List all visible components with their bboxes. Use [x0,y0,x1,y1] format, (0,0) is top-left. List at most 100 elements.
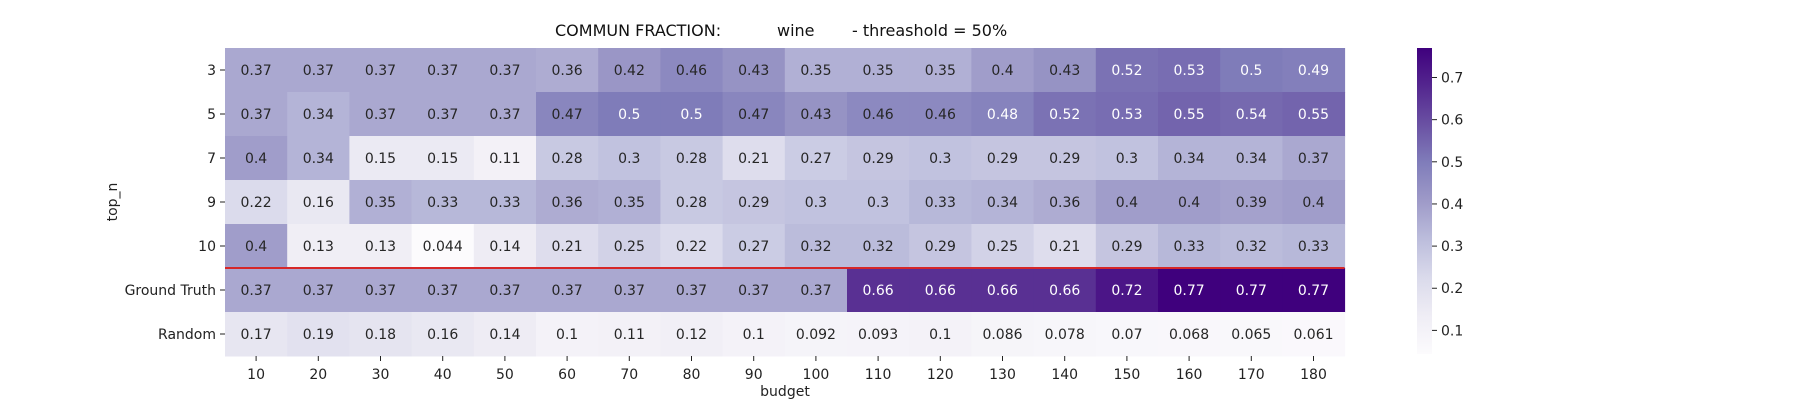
heatmap-cell [349,312,413,357]
heatmap-cell [660,268,724,313]
y-axis-ticks: 3 5 7 9 10 Ground Truth Random [125,63,225,343]
heatmap-cell [660,180,724,225]
heatmap-cell [287,224,350,269]
heatmap-cell-value: 0.34 [987,195,1018,211]
heatmap-cell-value: 0.37 [241,107,272,123]
heatmap-cell [598,312,661,357]
heatmap-cell-value: 0.46 [925,107,956,123]
heatmap-cell [536,180,599,225]
heatmap-cell [971,48,1035,93]
heatmap-cell [536,224,599,269]
heatmap-cell [1095,92,1159,137]
heatmap-cell-value: 0.72 [1111,283,1142,299]
heatmap-cell-value: 0.37 [303,283,334,299]
heatmap-cell-value: 0.66 [1049,283,1080,299]
heatmap-cell [722,92,786,137]
heatmap-cell-value: 0.37 [800,283,831,299]
x-tick-label: 170 [1238,367,1265,383]
heatmap-cell-value: 0.5 [1240,63,1262,79]
heatmap-cell [225,224,288,269]
heatmap-cell-value: 0.093 [858,327,898,343]
heatmap-cell-value: 0.37 [489,63,520,79]
heatmap-cell-value: 0.35 [365,195,396,211]
heatmap-cell-value: 0.49 [1298,63,1329,79]
heatmap-cell [1282,268,1346,313]
heatmap-cell-value: 0.3 [805,195,827,211]
heatmap-cell-value: 0.37 [552,283,583,299]
heatmap-cell-value: 0.53 [1111,107,1142,123]
heatmap-cell-value: 0.66 [987,283,1018,299]
heatmap-cell [225,268,288,313]
heatmap-cell [971,136,1035,181]
heatmap-cell-value: 0.12 [676,327,707,343]
x-tick-label: 100 [803,367,830,383]
heatmap-cell-labels: 0.37 0.37 0.37 0.37 0.37 0.36 0.42 0.46 0.43 0.35… [241,63,1334,343]
x-tick-label: 150 [1114,367,1141,383]
heatmap-cell-value: 0.4 [245,239,267,255]
heatmap-cell-value: 0.29 [987,151,1018,167]
heatmap-cell [1220,48,1283,93]
heatmap-cell [660,224,724,269]
x-tick-label: 40 [434,367,452,383]
heatmap-cell [287,136,350,181]
heatmap-cell [287,48,350,93]
heatmap-cell-value: 0.4 [245,151,267,167]
heatmap-cell-value: 0.15 [365,151,396,167]
heatmap-cell [722,224,786,269]
heatmap-cell-value: 0.11 [614,327,645,343]
heatmap-cell [287,180,350,225]
heatmap-cell [1095,136,1159,181]
heatmap-cell-value: 0.37 [738,283,769,299]
heatmap-cell-value: 0.18 [365,327,396,343]
heatmap-cell-value: 0.33 [925,195,956,211]
heatmap-cell [847,224,910,269]
heatmap-cell-value: 0.36 [552,63,583,79]
heatmap-cell [1158,180,1221,225]
heatmap-cell [349,224,413,269]
heatmap-cell [971,180,1035,225]
heatmap-cell-value: 0.35 [614,195,645,211]
heatmap-cell [784,224,848,269]
heatmap-cell [971,268,1035,313]
heatmap-cell-value: 0.092 [796,327,836,343]
heatmap-cell-value: 0.77 [1298,283,1329,299]
heatmap-cell-value: 0.17 [241,327,272,343]
heatmap-cell-value: 0.36 [552,195,583,211]
colorbar [1417,48,1432,354]
heatmap-cell [411,224,475,269]
heatmap-cell [909,136,972,181]
heatmap-cell [473,180,537,225]
heatmap-cell-value: 0.3 [867,195,889,211]
heatmap-cell [1033,312,1097,357]
heatmap-cell-value: 0.3 [618,151,640,167]
heatmap-cell-value: 0.66 [863,283,894,299]
heatmap-cell [909,312,972,357]
heatmap-cell [473,312,537,357]
heatmap-cell-value: 0.21 [552,239,583,255]
heatmap-cell-value: 0.43 [1049,63,1080,79]
heatmap-cell-value: 0.4 [1302,195,1324,211]
heatmap-cell-value: 0.29 [1049,151,1080,167]
heatmap-cell [411,312,475,357]
heatmap-cell [1033,136,1097,181]
heatmap-cell [1033,48,1097,93]
heatmap-cell [1158,224,1221,269]
heatmap-cell-value: 0.28 [676,151,707,167]
heatmap-cell [536,312,599,357]
heatmap-cell-value: 0.086 [982,327,1022,343]
heatmap-cell [225,312,288,357]
heatmap-cell-value: 0.35 [863,63,894,79]
heatmap-cell [349,268,413,313]
heatmap-cell [349,48,413,93]
heatmap-cell [473,268,537,313]
heatmap-cell-value: 0.5 [618,107,640,123]
heatmap-cell [1033,92,1097,137]
colorbar-tick-label: 0.5 [1441,155,1463,171]
heatmap-cell [1282,92,1346,137]
heatmap-cell-value: 0.11 [489,151,520,167]
heatmap-cell-value: 0.32 [1236,239,1267,255]
heatmap-cell [971,92,1035,137]
heatmap-cell [473,136,537,181]
heatmap-cell [598,48,661,93]
